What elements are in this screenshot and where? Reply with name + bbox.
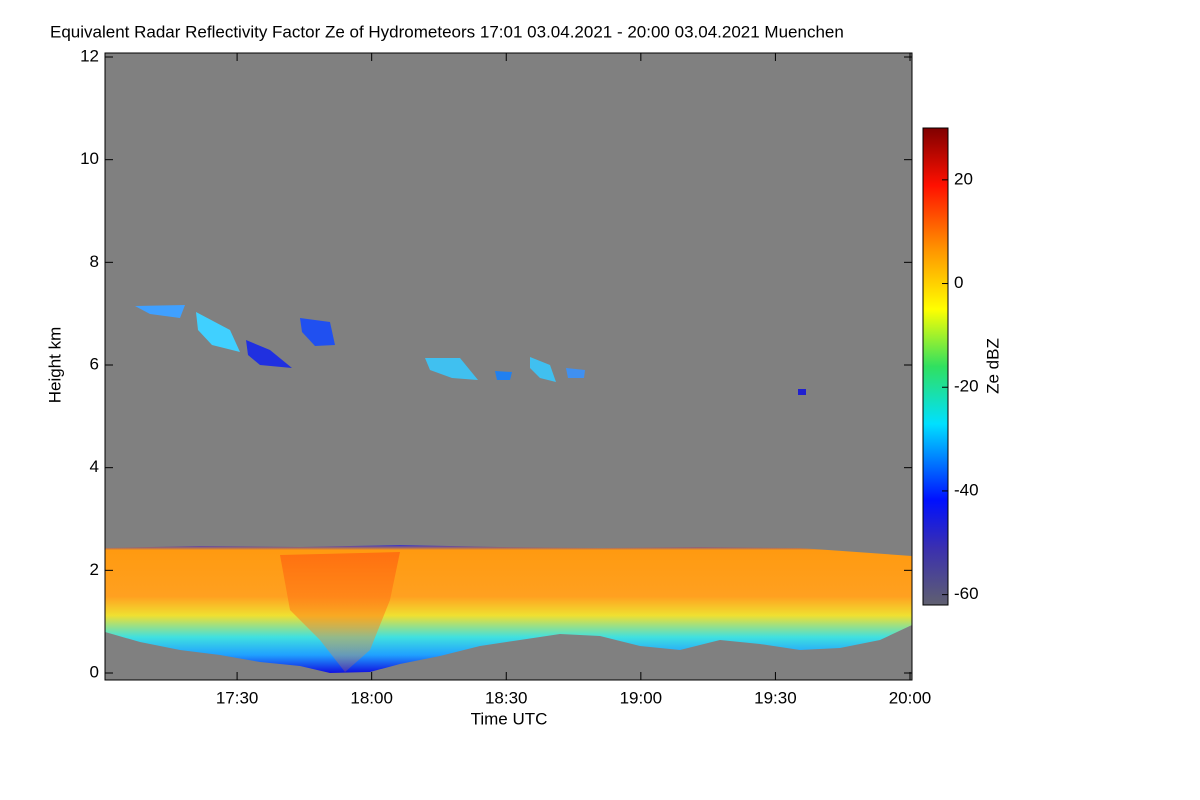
x-tick-label: 17:30 (216, 688, 259, 707)
y-tick-label: 4 (90, 457, 99, 476)
x-tick-label: 18:30 (485, 688, 528, 707)
colorbar-tick-label: 0 (954, 273, 963, 292)
colorbar-tick-label: -20 (954, 377, 979, 396)
colorbar-tick-label: -60 (954, 584, 979, 603)
y-tick-label: 2 (90, 560, 99, 579)
y-tick-label: 12 (80, 46, 99, 65)
chart-title: Equivalent Radar Reflectivity Factor Ze … (50, 22, 844, 41)
y-tick-label: 6 (90, 354, 99, 373)
y-tick-label: 0 (90, 662, 99, 681)
plot-frame (104, 52, 913, 681)
x-tick-label: 18:00 (350, 688, 393, 707)
colorbar (922, 127, 949, 606)
y-axis-label: Height km (45, 327, 64, 404)
radar-echoes (105, 305, 912, 673)
colorbar-tick-label: -40 (954, 480, 979, 499)
y-tick-label: 8 (90, 252, 99, 271)
x-tick-label: 19:30 (754, 688, 797, 707)
x-tick-label: 19:00 (620, 688, 663, 707)
x-tick-label: 20:00 (889, 688, 932, 707)
colorbar-label: Ze dBZ (983, 338, 1002, 394)
colorbar-tick-label: 20 (954, 169, 973, 188)
x-axis-label: Time UTC (471, 709, 548, 728)
y-tick-label: 10 (80, 149, 99, 168)
